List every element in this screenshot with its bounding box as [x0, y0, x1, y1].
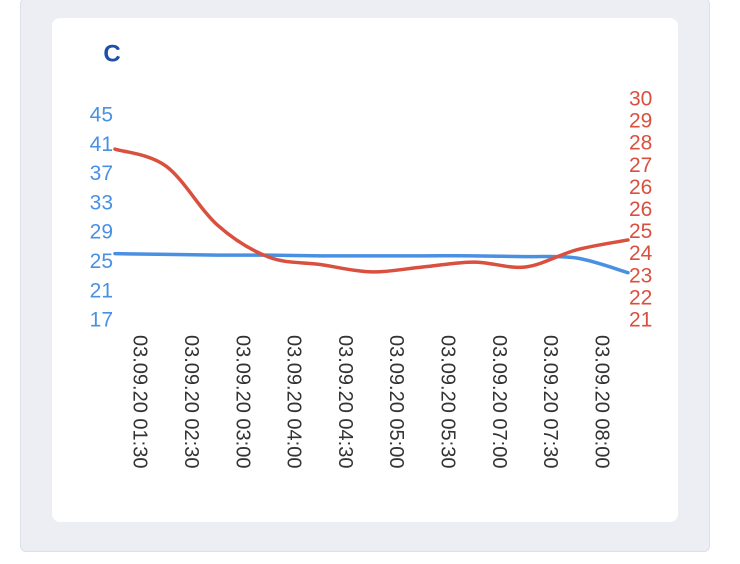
y-tick-label: 29: [90, 221, 113, 244]
x-tick-label: 03.09.20 07:30: [539, 335, 561, 468]
series-line: [113, 147, 630, 274]
y2-tick-label: 22: [629, 286, 652, 309]
y-tick-label: 25: [90, 250, 113, 273]
y2-tick-label: 26: [629, 176, 652, 199]
y-tick-label: 45: [90, 104, 113, 127]
y2-tick-label: 29: [629, 110, 652, 133]
y-tick-label: 33: [90, 191, 113, 214]
y-tick-label: 21: [90, 279, 113, 302]
chart-title: C: [103, 40, 120, 67]
x-tick-label: 03.09.20 05:00: [385, 335, 407, 468]
y2-tick-label: 25: [629, 220, 652, 243]
x-tick-label: 03.09.20 07:00: [488, 335, 510, 468]
x-tick-label: 03.09.20 05:30: [437, 335, 459, 468]
series-line: [113, 251, 630, 275]
x-tick-label: 03.09.20 08:00: [590, 335, 612, 468]
x-tick-label: 03.09.20 04:00: [283, 335, 305, 468]
y2-tick-label: 28: [629, 132, 652, 155]
x-tick-label: 03.09.20 01:30: [129, 335, 151, 468]
y2-tick-label: 21: [629, 309, 652, 332]
y-tick-label: 17: [90, 309, 113, 332]
y2-tick-label: 26: [629, 198, 652, 221]
y2-tick-label: 24: [629, 242, 653, 265]
x-tick-label: 03.09.20 02:30: [180, 335, 202, 468]
y-tick-label: 41: [90, 133, 113, 156]
x-tick-label: 03.09.20 04:30: [334, 335, 356, 468]
y2-tick-label: 30: [629, 88, 652, 111]
x-tick-label: 03.09.20 03:00: [231, 335, 253, 468]
y-tick-label: 37: [90, 162, 113, 185]
y2-tick-label: 23: [629, 264, 652, 287]
y2-tick-label: 27: [629, 154, 652, 177]
